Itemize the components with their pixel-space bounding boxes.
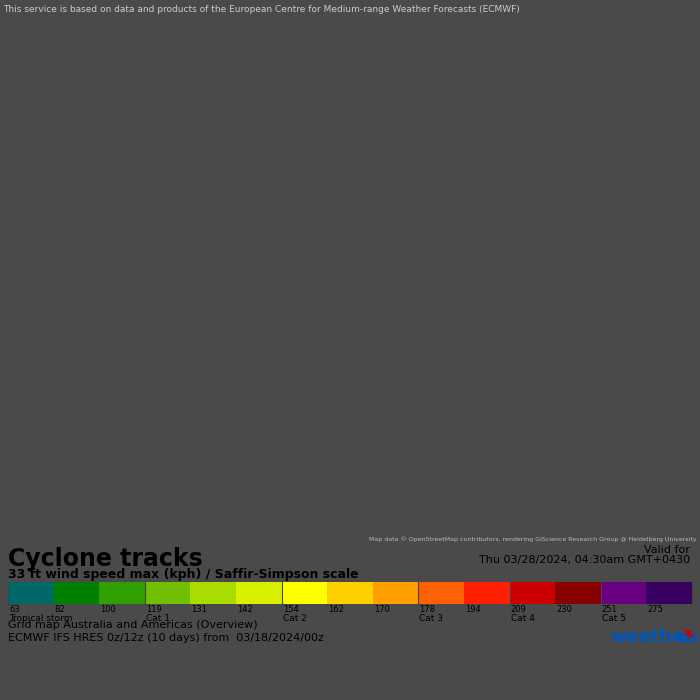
Bar [646,582,692,604]
Text: 170: 170 [374,606,390,615]
Text: 131: 131 [191,606,207,615]
Bar [54,582,99,604]
Bar [373,582,419,604]
Bar [8,582,54,604]
Text: Cat 1: Cat 1 [146,614,170,623]
Text: 154: 154 [283,606,298,615]
Text: 230: 230 [556,606,572,615]
Text: This service is based on data and products of the European Centre for Medium-ran: This service is based on data and produc… [4,4,520,13]
Bar [555,582,601,604]
Text: Grid map Australia and Americas (Overview): Grid map Australia and Americas (Overvie… [8,620,258,630]
Text: Cat 2: Cat 2 [283,614,307,623]
Bar [601,582,646,604]
Bar [419,582,464,604]
Text: 119: 119 [146,606,162,615]
Text: ECMWF IFS HRES 0z/12z (10 days) from  03/18/2024/00z: ECMWF IFS HRES 0z/12z (10 days) from 03/… [8,633,324,643]
Text: 142: 142 [237,606,253,615]
Bar [99,582,145,604]
Bar [236,582,281,604]
Text: Thu 03/28/2024, 04:30am GMT+0430: Thu 03/28/2024, 04:30am GMT+0430 [479,555,690,565]
Text: Map data © OpenStreetMap contributors, rendering GIScience Research Group @ Heid: Map data © OpenStreetMap contributors, r… [369,537,696,542]
Text: 162: 162 [328,606,344,615]
Text: 82: 82 [55,606,65,615]
Text: 178: 178 [419,606,435,615]
Text: 275: 275 [648,606,664,615]
Text: 194: 194 [465,606,481,615]
Text: 63: 63 [9,606,20,615]
Text: Cyclone tracks: Cyclone tracks [8,547,203,571]
Text: 209: 209 [510,606,526,615]
Text: us: us [676,628,699,646]
Text: Tropical storm: Tropical storm [9,614,73,623]
Text: Valid for: Valid for [644,545,690,555]
Text: weather.: weather. [610,628,698,646]
Bar [510,582,555,604]
Bar [281,582,327,604]
Bar [327,582,373,604]
Text: 100: 100 [100,606,116,615]
Bar [190,582,236,604]
Text: Cat 3: Cat 3 [419,614,443,623]
Text: Cat 5: Cat 5 [602,614,626,623]
Text: 33 ft wind speed max (kph) / Saffir-Simpson scale: 33 ft wind speed max (kph) / Saffir-Simp… [8,568,358,581]
Text: Cat 4: Cat 4 [510,614,535,623]
Text: 251: 251 [602,606,617,615]
Bar [145,582,190,604]
Bar [464,582,510,604]
